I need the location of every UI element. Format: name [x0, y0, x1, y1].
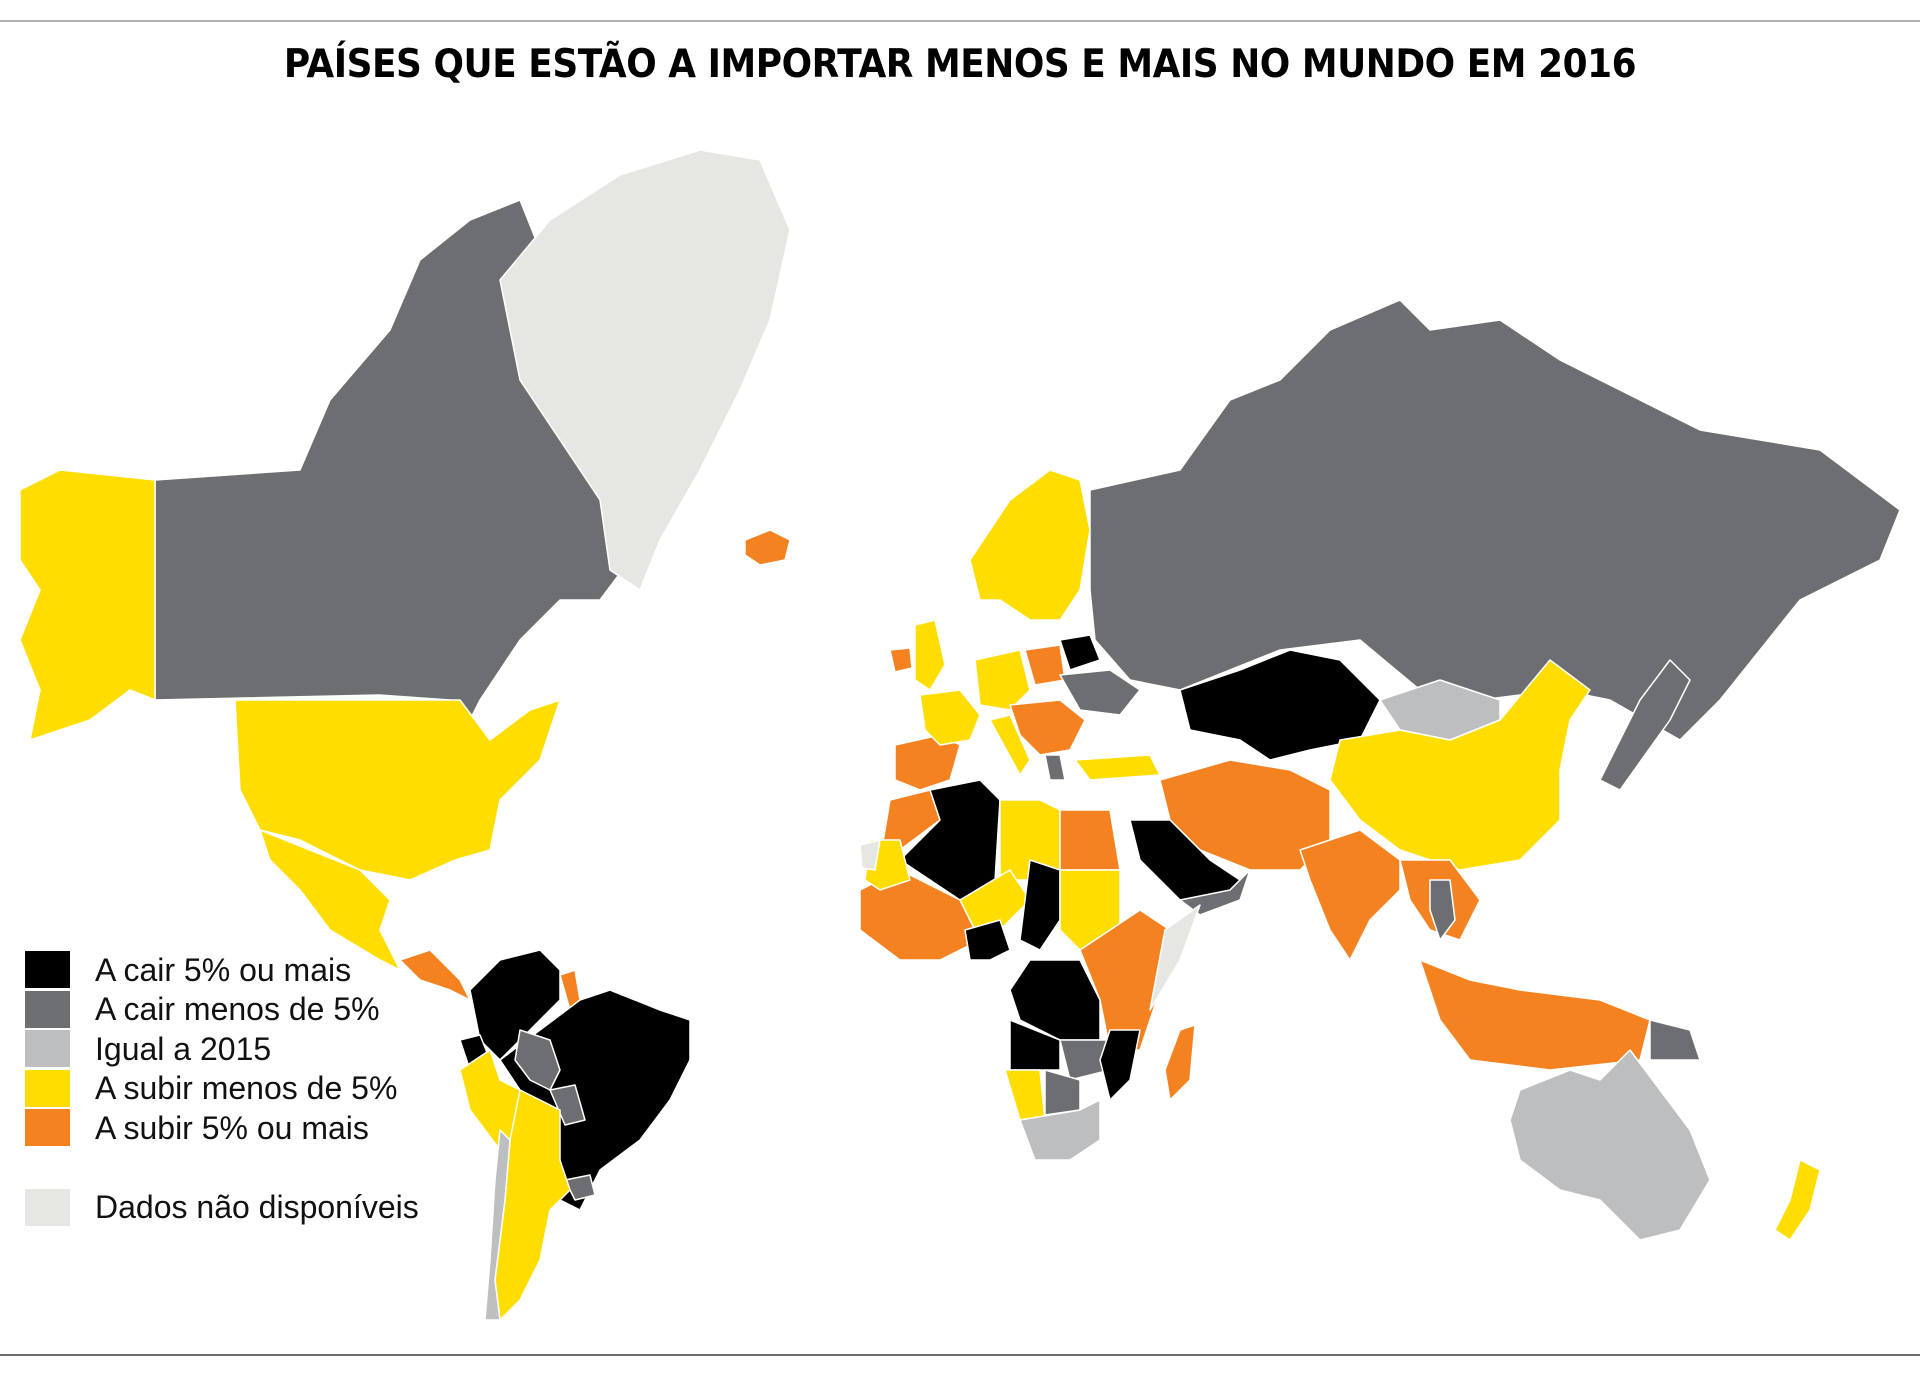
bottom-rule — [0, 1354, 1920, 1356]
legend-swatch-yellow — [25, 1069, 70, 1107]
country-turkey — [1074, 754, 1161, 781]
country-egypt — [1059, 809, 1121, 871]
country-japan — [1599, 659, 1691, 791]
country-alaska — [19, 469, 156, 741]
country-norway-sweden-finland — [969, 469, 1091, 621]
country-new-zealand — [1774, 1159, 1821, 1241]
country-australia — [1509, 1049, 1711, 1241]
legend-item-equal-2015: Igual a 2015 — [25, 1029, 419, 1069]
country-france — [919, 689, 981, 746]
legend-swatch-orange — [25, 1109, 70, 1147]
country-somalia — [1149, 904, 1201, 1011]
country-italy — [989, 714, 1031, 776]
legend-item-rise-less-5: A subir menos de 5% — [25, 1069, 419, 1109]
country-chile — [484, 1129, 511, 1321]
country-india — [1299, 829, 1401, 961]
country-madagascar — [1164, 1024, 1196, 1101]
country-germany-central-eu — [974, 649, 1031, 711]
legend-item-fall-5-or-more: A cair 5% ou mais — [25, 950, 419, 990]
country-central-america — [399, 949, 471, 1001]
country-russia — [1089, 299, 1901, 741]
legend-label: A subir 5% ou mais — [95, 1109, 369, 1146]
country-uk — [914, 619, 946, 691]
country-west-africa — [859, 869, 981, 961]
country-greenland — [499, 149, 791, 591]
chart-title: PAÍSES QUE ESTÃO A IMPORTAR MENOS E MAIS… — [283, 42, 1637, 87]
legend-swatch-dark-gray — [25, 990, 70, 1028]
legend: A cair 5% ou mais A cair menos de 5% Igu… — [25, 950, 419, 1227]
country-china — [1329, 659, 1591, 871]
country-nigeria — [964, 919, 1011, 961]
legend-item-rise-5-or-more: A subir 5% ou mais — [25, 1108, 419, 1148]
country-western-sahara — [859, 839, 881, 871]
country-balkans — [1009, 699, 1086, 756]
country-indonesia — [1419, 959, 1651, 1071]
country-uruguay — [564, 1174, 596, 1201]
legend-swatch-light-gray — [25, 1030, 70, 1068]
country-regions — [19, 149, 1901, 1321]
country-angola — [1009, 1019, 1061, 1071]
legend-label: A cair 5% ou mais — [95, 951, 352, 988]
country-east-africa — [1079, 909, 1171, 1051]
legend-label: A cair menos de 5% — [95, 991, 380, 1028]
legend-label: Dados não disponíveis — [95, 1189, 419, 1226]
legend-label: A subir menos de 5% — [95, 1070, 398, 1107]
country-papua-new-guinea — [1649, 1019, 1701, 1061]
top-rule — [0, 20, 1920, 22]
country-south-africa — [1019, 1099, 1101, 1161]
legend-swatch-black — [25, 951, 70, 989]
legend-item-no-data: Dados não disponíveis — [25, 1188, 419, 1228]
legend-item-fall-less-5: A cair menos de 5% — [25, 990, 419, 1030]
country-belarus — [1059, 634, 1101, 671]
legend-swatch-no-data — [25, 1188, 70, 1226]
country-namibia — [1004, 1069, 1046, 1121]
country-ukraine — [1059, 669, 1141, 716]
country-thailand — [1429, 879, 1456, 941]
legend-label: Igual a 2015 — [95, 1030, 272, 1067]
country-mozambique — [1099, 1029, 1141, 1101]
country-greece — [1044, 754, 1066, 781]
country-poland — [1024, 644, 1066, 686]
country-usa — [234, 699, 561, 881]
country-ireland — [889, 647, 913, 673]
country-mexico — [259, 829, 401, 971]
country-chad — [1019, 859, 1061, 951]
country-iceland — [744, 529, 791, 566]
